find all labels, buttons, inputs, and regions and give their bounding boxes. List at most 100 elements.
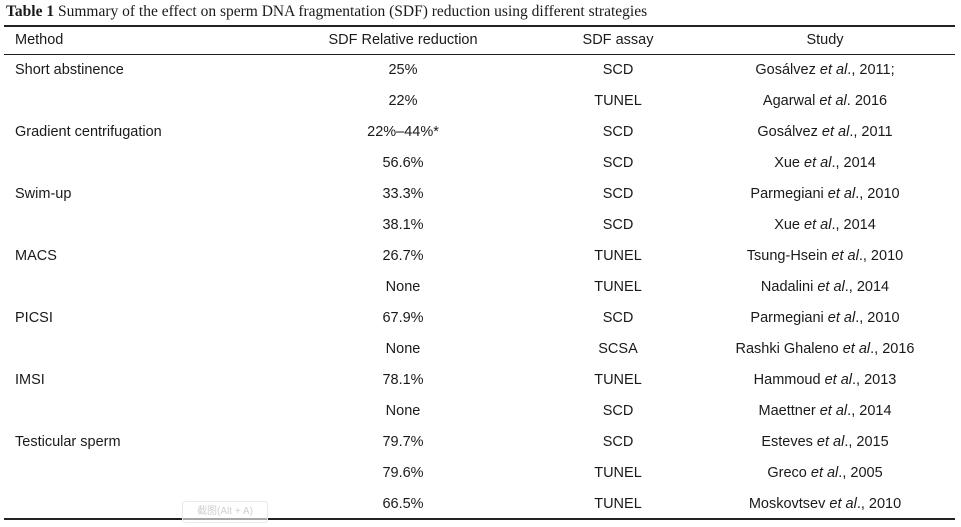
table-row: Short abstinence 25% SCD Gosálvez et al., 2… <box>0 55 961 86</box>
header-method: Method <box>15 32 64 48</box>
study-author: Moskovtsev <box>748 496 830 512</box>
table-header-rule <box>4 54 955 55</box>
study-et-al: et al <box>831 248 859 264</box>
table-row: Gradient centrifugation 22%–44%* SCD Gosálv… <box>0 117 961 148</box>
table-row: 66.5% TUNEL Moskovtsev et al., 2010 <box>0 489 961 520</box>
cell-study: Tsung-Hsein et al., 2010 <box>747 241 903 272</box>
cell-reduction: None <box>385 403 421 419</box>
cell-assay: SCD <box>602 403 634 419</box>
study-author: Xue <box>774 155 805 171</box>
cell-reduction: 33.3% <box>382 186 424 202</box>
cell-study: Greco et al., 2005 <box>767 458 882 489</box>
table-row: Swim-up 33.3% SCD Parmegiani et al., 2010 <box>0 179 961 210</box>
table-row: 56.6% SCD Xue et al., 2014 <box>0 148 961 179</box>
cell-study: Xue et al., 2014 <box>774 148 876 179</box>
study-et-al: et al <box>804 217 832 233</box>
cell-reduction: 66.5% <box>382 496 424 512</box>
cell-assay: SCSA <box>598 341 638 357</box>
cell-assay: SCD <box>602 155 634 171</box>
study-author: Greco <box>767 465 811 481</box>
screenshot-hint-watermark: 截图(Alt + A) <box>182 501 268 523</box>
cell-method: IMSI <box>15 372 45 388</box>
table-row: 22% TUNEL Agarwal et al. 2016 <box>0 86 961 117</box>
table-row: MACS 26.7% TUNEL Tsung-Hsein et al., 2010 <box>0 241 961 272</box>
cell-method: Short abstinence <box>15 62 124 78</box>
cell-study: Rashki Ghaleno et al., 2016 <box>736 334 915 365</box>
study-year: . 2016 <box>846 93 888 109</box>
cell-assay: SCD <box>602 124 634 140</box>
cell-assay: TUNEL <box>594 496 642 512</box>
cell-assay: SCD <box>602 186 634 202</box>
cell-study: Agarwal et al. 2016 <box>763 86 887 117</box>
cell-reduction: 26.7% <box>382 248 424 264</box>
cell-study: Gosálvez et al., 2011 <box>757 117 892 148</box>
study-year: ., 2014 <box>847 403 892 419</box>
cell-study: Moskovtsev et al., 2010 <box>749 489 901 520</box>
cell-assay: SCD <box>602 434 634 450</box>
cell-assay: TUNEL <box>594 465 642 481</box>
study-year: ., 2014 <box>844 279 890 295</box>
cell-assay: TUNEL <box>594 279 642 295</box>
study-et-al: et al <box>842 341 871 357</box>
cell-reduction: 38.1% <box>382 217 424 233</box>
cell-study: Esteves et al., 2015 <box>761 427 888 458</box>
cell-assay: TUNEL <box>594 248 642 264</box>
study-author: Tsung-Hsein <box>746 248 832 264</box>
study-et-al: et al <box>827 186 856 202</box>
study-et-al: et al <box>804 155 832 171</box>
cell-reduction: 67.9% <box>382 310 424 326</box>
study-author: Hammoud <box>753 372 825 388</box>
study-year: ., 2010 <box>855 186 900 202</box>
study-author: Gosálvez <box>755 62 820 78</box>
table-caption: Table 1 Summary of the effect on sperm D… <box>6 2 647 22</box>
study-et-al: et al <box>819 403 848 419</box>
study-et-al: et al <box>810 465 839 481</box>
study-et-al: et al <box>819 93 847 109</box>
study-year: ., 2010 <box>858 248 904 264</box>
table-row: IMSI 78.1% TUNEL Hammoud et al., 2013 <box>0 365 961 396</box>
table-header-row: Method SDF Relative reduction SDF assay … <box>0 25 961 55</box>
cell-reduction: None <box>385 279 421 295</box>
table-row: None TUNEL Nadalini et al., 2014 <box>0 272 961 303</box>
study-author: Agarwal <box>762 93 820 109</box>
header-reduction: SDF Relative reduction <box>328 32 478 48</box>
cell-assay: SCD <box>602 310 634 326</box>
study-author: Parmegiani <box>750 186 828 202</box>
cell-method: Testicular sperm <box>15 434 121 450</box>
study-year: ., 2011 <box>849 124 893 140</box>
cell-assay: SCD <box>602 62 634 78</box>
header-study: Study <box>806 32 844 48</box>
study-year: ., 2013 <box>852 372 897 388</box>
header-assay: SDF assay <box>582 32 654 48</box>
cell-method: Swim-up <box>15 186 72 202</box>
table-top-rule <box>4 25 955 27</box>
cell-reduction: None <box>385 341 421 357</box>
study-author: Gosálvez <box>757 124 822 140</box>
cell-reduction: 25% <box>388 62 418 78</box>
table-bottom-rule <box>4 518 955 520</box>
table-row: Testicular sperm 79.7% SCD Esteves et al., … <box>0 427 961 458</box>
study-et-al: et al <box>824 372 852 388</box>
study-et-al: et al <box>816 434 845 450</box>
study-year: ., 2014 <box>831 155 876 171</box>
cell-assay: SCD <box>602 217 634 233</box>
study-year: ., 2015 <box>844 434 889 450</box>
study-et-al: et al <box>821 124 850 140</box>
table-row: None SCD Maettner et al., 2014 <box>0 396 961 427</box>
cell-study: Parmegiani et al., 2010 <box>750 303 899 334</box>
cell-study: Hammoud et al., 2013 <box>754 365 897 396</box>
cell-method: Gradient centrifugation <box>15 124 162 140</box>
cell-study: Maettner et al., 2014 <box>758 396 891 427</box>
cell-reduction: 79.7% <box>382 434 424 450</box>
study-author: Esteves <box>761 434 817 450</box>
table-row: None SCSA Rashki Ghaleno et al., 2016 <box>0 334 961 365</box>
study-et-al: et al <box>817 279 845 295</box>
cell-study: Xue et al., 2014 <box>774 210 876 241</box>
cell-study: Gosálvez et al., 2011; <box>755 55 894 86</box>
study-year: ., 2010 <box>855 310 900 326</box>
cell-reduction: 22% <box>388 93 418 109</box>
study-author: Maettner <box>758 403 820 419</box>
study-year: ., 2010 <box>856 496 902 512</box>
cell-reduction: 79.6% <box>382 465 424 481</box>
study-author: Parmegiani <box>750 310 828 326</box>
